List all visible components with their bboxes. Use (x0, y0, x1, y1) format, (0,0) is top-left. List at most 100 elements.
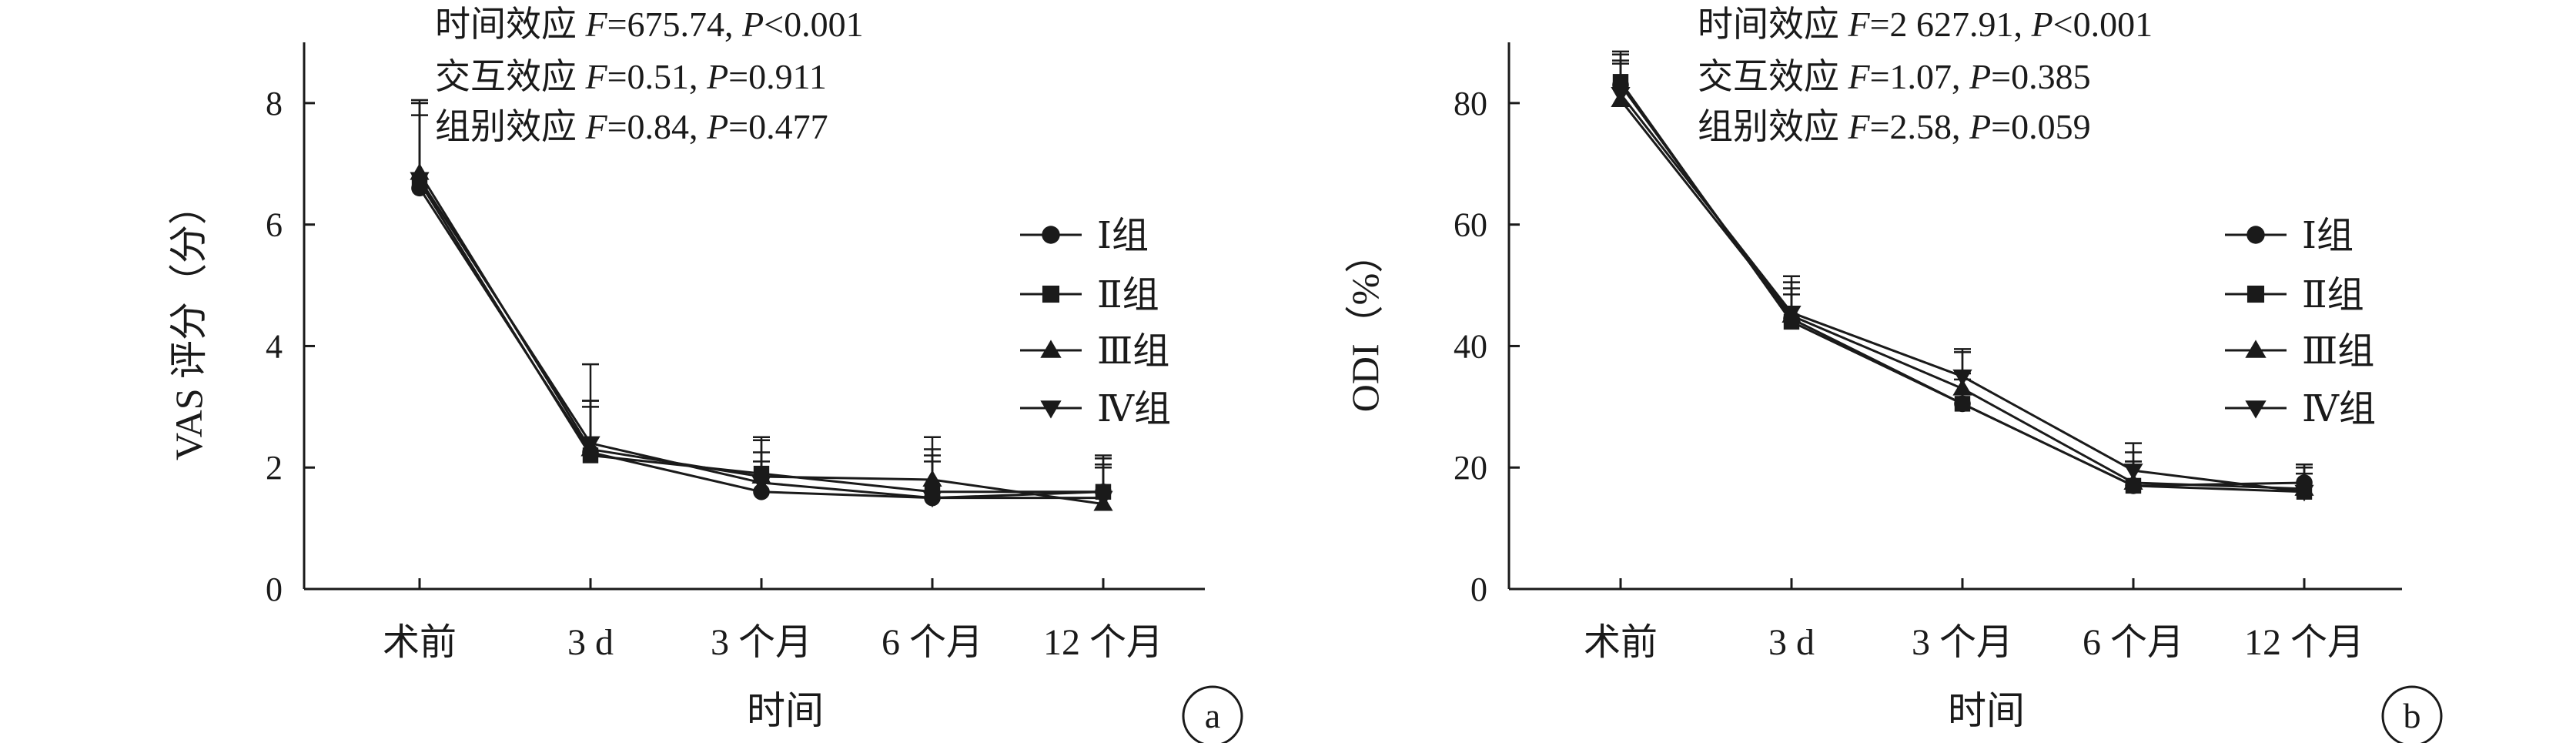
stat-annotation-part: 交互效应 (435, 57, 586, 96)
x-tick-label: 6 个月 (882, 622, 983, 663)
x-tick-label: 3 d (1768, 622, 1815, 663)
x-tick-label: 12 个月 (2244, 622, 2364, 663)
x-tick-label: 12 个月 (1043, 622, 1163, 663)
stat-annotation: 时间效应 F=675.74, P<0.001 (435, 5, 864, 44)
data-point-triangle-up (2123, 473, 2143, 490)
stat-annotation-part: =2.58, (1870, 107, 1969, 146)
x-tick-label: 3 个月 (1912, 622, 2013, 663)
legend-marker-circle (1042, 226, 1060, 244)
y-tick-label: 60 (1454, 206, 1487, 244)
legend-marker-square (1042, 285, 1060, 303)
legend-label: Ⅳ组 (1097, 389, 1171, 430)
legend-marker-triangle-up (1040, 340, 1062, 358)
panel-label: a (1205, 696, 1220, 735)
stat-annotation-part: =2 627.91, (1870, 5, 2032, 44)
stat-annotation: 交互效应 F=1.07, P=0.385 (1698, 57, 2091, 96)
legend-label: Ⅰ组 (2302, 216, 2354, 256)
stat-annotation-part: 时间效应 (1698, 5, 1848, 44)
series-line (1619, 93, 2305, 494)
x-axis-title: 时间 (747, 689, 824, 732)
legend-label: Ⅱ组 (2302, 275, 2364, 316)
stat-annotation-part: P (706, 107, 728, 146)
legend-marker-triangle-down (1040, 400, 1062, 419)
stat-annotation: 组别效应 F=2.58, P=0.059 (1698, 107, 2091, 146)
stat-annotation-part: F (585, 57, 608, 96)
data-point-triangle-down (751, 475, 771, 493)
data-point-triangle-down (2294, 484, 2314, 502)
stat-annotation-part: F (585, 107, 608, 146)
stat-annotation-part: =0.477 (728, 107, 828, 146)
y-tick-label: 6 (266, 206, 283, 244)
stat-annotation-part: =0.84, (607, 107, 707, 146)
y-tick-label: 0 (266, 571, 283, 608)
panel-label-circle (1182, 685, 1243, 743)
series-3 (410, 99, 1113, 511)
stat-annotation-part: F (585, 5, 608, 44)
stat-annotation: 组别效应 F=0.84, P=0.477 (435, 107, 828, 146)
stat-annotation-part: F (1848, 57, 1871, 96)
stat-annotation-part: =0.385 (1991, 57, 2090, 96)
x-tick-label: 术前 (1584, 622, 1658, 663)
x-tick-label: 6 个月 (2083, 622, 2184, 663)
legend-marker-square (2246, 285, 2265, 303)
data-point-triangle-down (1093, 490, 1113, 508)
stat-annotation-part: F (1848, 107, 1871, 146)
legend-label: Ⅱ组 (1097, 275, 1159, 316)
stat-annotation-part: 组别效应 (435, 107, 586, 146)
stat-annotation-part: =0.911 (728, 57, 827, 96)
stat-annotation-part: F (1848, 5, 1871, 44)
legend-label: Ⅲ组 (1097, 331, 1169, 372)
stat-annotation-part: 时间效应 (435, 5, 586, 44)
stat-annotation: 交互效应 F=0.51, P=0.911 (435, 57, 827, 96)
stat-annotation-part: P (706, 57, 728, 96)
series-4 (410, 102, 1113, 508)
x-tick-label: 术前 (383, 622, 457, 663)
legend-marker-circle (2246, 226, 2265, 244)
x-tick-label: 3 个月 (711, 622, 812, 663)
data-point-square (1954, 396, 1971, 412)
y-tick-label: 2 (266, 449, 283, 487)
data-point-triangle-down (1952, 369, 1972, 387)
data-point-triangle-down (1611, 87, 1631, 104)
panel-label: b (2404, 696, 2421, 735)
series-4 (1611, 59, 2314, 502)
data-point-triangle-down (410, 172, 430, 189)
stat-annotation-part: <0.001 (2053, 5, 2153, 44)
data-point-triangle-down (2123, 464, 2143, 480)
stat-annotation: 时间效应 F=2 627.91, P<0.001 (1698, 5, 2153, 44)
stat-annotation-part: 组别效应 (1698, 107, 1848, 146)
stat-annotation-part: =0.059 (1991, 107, 2090, 146)
y-tick-label: 20 (1454, 449, 1487, 487)
legend: Ⅰ组 Ⅱ组 Ⅲ组 Ⅳ组 (2225, 216, 2376, 430)
x-axis-title: 时间 (1948, 689, 2025, 732)
legend-marker-triangle-up (2245, 340, 2267, 358)
stat-annotation-part: P (1969, 57, 1991, 96)
stat-annotation-part: =0.51, (607, 57, 707, 96)
legend: Ⅰ组 Ⅱ组 Ⅲ组 Ⅳ组 (1020, 216, 1171, 430)
stat-annotation-part: P (1969, 107, 1991, 146)
data-point-triangle-down (1781, 306, 1802, 323)
series-line (1619, 99, 2305, 490)
y-tick-label: 8 (266, 85, 283, 122)
y-axis-title: ODI（%） (1343, 235, 1387, 413)
stat-annotation-part: <0.001 (764, 5, 863, 44)
data-point-triangle-down (922, 490, 942, 508)
stat-annotation-part: 交互效应 (1698, 57, 1848, 96)
stat-annotation-part: P (2031, 5, 2053, 44)
y-tick-label: 4 (266, 327, 283, 365)
y-tick-label: 80 (1454, 85, 1487, 122)
stat-annotation-part: =1.07, (1870, 57, 1969, 96)
legend-marker-triangle-down (2245, 400, 2267, 419)
stat-annotation-part: P (741, 5, 764, 44)
x-tick-label: 3 d (567, 622, 614, 663)
data-point-triangle-down (580, 436, 601, 453)
y-tick-label: 40 (1454, 327, 1487, 365)
legend-label: Ⅰ组 (1097, 216, 1149, 256)
panel-label-circle (2381, 685, 2443, 743)
legend-label: Ⅲ组 (2302, 331, 2374, 372)
data-point-triangle-up (1952, 379, 1972, 396)
stat-annotation-part: =675.74, (607, 5, 742, 44)
